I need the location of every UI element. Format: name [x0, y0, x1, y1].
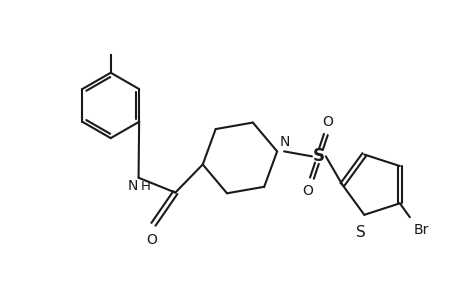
Text: S: S — [356, 225, 365, 240]
Text: O: O — [322, 115, 332, 129]
Text: O: O — [146, 233, 157, 247]
Text: O: O — [302, 184, 313, 198]
Text: Br: Br — [413, 223, 428, 237]
Text: H: H — [140, 180, 150, 193]
Text: N: N — [127, 179, 137, 193]
Text: S: S — [312, 147, 324, 165]
Text: N: N — [280, 135, 290, 149]
